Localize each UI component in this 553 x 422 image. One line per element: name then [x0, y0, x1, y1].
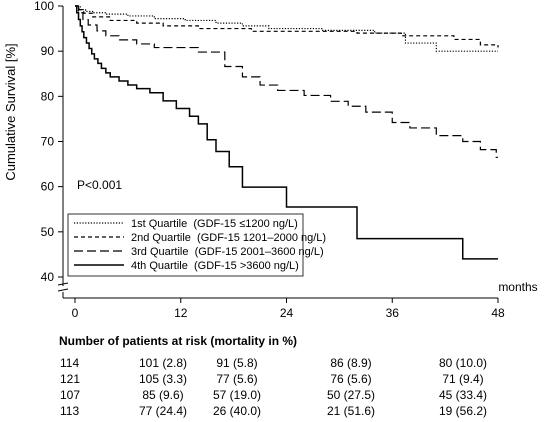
x-tick-label: 0 — [72, 306, 79, 320]
y-tick-label: 70 — [41, 135, 55, 149]
series-line-quartile-3 — [75, 5, 498, 158]
risk-table-cell: 105 (3.3) — [138, 372, 188, 386]
risk-table-cell: 121 — [60, 372, 81, 386]
y-axis-label: Cumulative Survival [%] — [3, 43, 18, 180]
risk-table-cell: 19 (56.2) — [438, 404, 488, 418]
risk-table-row: 114 101 (2.8) 91 (5.8) 86 (8.9) 80 (10.0) — [0, 356, 553, 371]
y-tick-label: 40 — [41, 270, 55, 284]
y-tick-label: 80 — [41, 89, 55, 103]
legend-label-quartile-2: 2nd Quartile (GDF-15 1201–2000 ng/L) — [131, 232, 326, 244]
axis-break-mark — [57, 282, 69, 286]
risk-table-cell: 86 (8.9) — [330, 356, 372, 370]
risk-table-cell: 50 (27.5) — [326, 388, 376, 402]
risk-table-cell: 76 (5.6) — [330, 372, 372, 386]
risk-table-cell: 101 (2.8) — [138, 356, 188, 370]
y-tick-label: 60 — [41, 180, 55, 194]
risk-table-cell: 107 — [60, 388, 81, 402]
x-axis-unit-label: months — [498, 280, 537, 294]
y-tick-label: 100 — [34, 0, 54, 13]
risk-table-cell: 57 (19.0) — [212, 388, 262, 402]
legend-label-quartile-1: 1st Quartile (GDF-15 ≤1200 ng/L) — [131, 218, 298, 230]
risk-table-cell: 71 (9.4) — [442, 372, 484, 386]
x-tick-label: 36 — [386, 306, 400, 320]
legend-label-quartile-4: 4th Quartile (GDF-15 >3600 ng/L) — [131, 260, 299, 272]
risk-table-cell: 21 (51.6) — [326, 404, 376, 418]
risk-table-cell: 114 — [60, 356, 80, 370]
risk-table-row: 121 105 (3.3) 77 (5.6) 76 (5.6) 71 (9.4) — [0, 372, 553, 387]
legend-label-quartile-3: 3rd Quartile (GDF-15 2001–3600 ng/L) — [131, 246, 324, 258]
risk-table-cell: 85 (9.6) — [142, 388, 184, 402]
y-tick-label: 90 — [41, 44, 55, 58]
series-layer — [75, 5, 499, 260]
y-tick-label: 50 — [41, 225, 55, 239]
p-value-annotation: P<0.001 — [77, 178, 122, 192]
x-tick-label: 48 — [491, 306, 505, 320]
x-tick-label: 12 — [174, 306, 188, 320]
chart-axes: 40 50 60 70 80 90 100 0 12 24 36 48 — [34, 0, 505, 320]
axis-break-mark — [57, 288, 69, 292]
risk-table-cell: 26 (40.0) — [212, 404, 262, 418]
risk-table-cell: 113 — [60, 404, 80, 418]
series-line-quartile-4 — [75, 5, 498, 260]
risk-table-row: 107 85 (9.6) 57 (19.0) 50 (27.5) 45 (33.4) — [0, 388, 553, 403]
survival-chart: 40 50 60 70 80 90 100 0 12 24 36 48 Cumulative Surv… — [3, 0, 538, 320]
risk-table-cell: 80 (10.0) — [438, 356, 488, 370]
risk-table-row: 113 77 (24.4) 26 (40.0) 21 (51.6) 19 (56.2) — [0, 404, 553, 419]
risk-table-cell: 45 (33.4) — [438, 388, 488, 402]
series-line-quartile-2 — [75, 5, 499, 48]
risk-table-cell: 77 (24.4) — [138, 404, 188, 418]
series-line-quartile-1 — [75, 5, 498, 52]
x-tick-label: 24 — [280, 306, 294, 320]
risk-table-title: Number of patients at risk (mortality in… — [59, 334, 298, 348]
legend: 1st Quartile (GDF-15 ≤1200 ng/L) 2nd Quar… — [67, 213, 326, 277]
risk-table-cell: 77 (5.6) — [216, 372, 258, 386]
risk-table-cell: 91 (5.8) — [216, 356, 258, 370]
